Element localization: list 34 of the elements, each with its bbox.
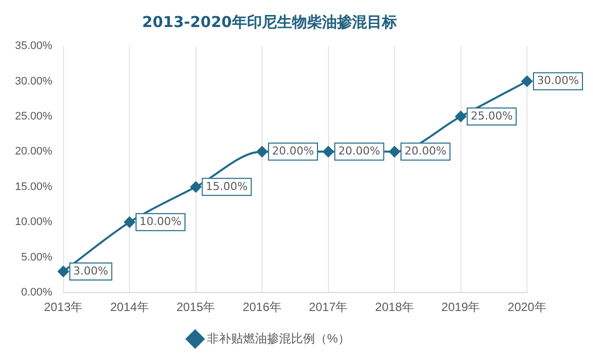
x-tick-label: 2018年 — [375, 300, 414, 314]
data-label: 3.00% — [73, 264, 108, 278]
point — [322, 146, 334, 158]
point — [455, 110, 466, 122]
data-label: 30.00% — [537, 74, 579, 88]
point — [58, 266, 69, 277]
data-label: 20.00% — [404, 144, 446, 158]
y-tick-label: 15.00% — [14, 180, 53, 193]
data-label: 20.00% — [338, 144, 380, 158]
legend-label: 非补贴燃油掺混比例（%） — [207, 331, 350, 346]
point — [190, 181, 202, 192]
data-label: 20.00% — [272, 144, 314, 158]
y-tick-label: 25.00% — [14, 110, 53, 122]
data-label: 25.00% — [470, 109, 513, 122]
x-tick-label: 2016年 — [242, 300, 282, 314]
x-tick-label: 2019年 — [441, 300, 480, 314]
y-tick-label: 20.00% — [14, 146, 53, 158]
data-label: 10.00% — [140, 215, 182, 228]
chart-title: 2013-2020年印尼生物柴油掺混目标 — [142, 12, 397, 31]
x-tick-label: 2014年 — [110, 300, 149, 314]
x-tick-label: 2015年 — [176, 300, 216, 314]
point — [256, 146, 268, 158]
data-label: 15.00% — [206, 180, 248, 193]
y-tick-label: 35.00% — [14, 40, 53, 52]
point — [389, 146, 400, 158]
y-tick-label: 5.00% — [21, 251, 53, 264]
y-tick-label: 30.00% — [14, 75, 53, 88]
x-tick-label: 2020年 — [508, 300, 546, 314]
y-tick-label: 0.00% — [21, 286, 53, 299]
point — [124, 216, 136, 228]
y-tick-label: 10.00% — [14, 216, 53, 228]
x-tick-label: 2013年 — [44, 300, 83, 314]
point — [522, 76, 532, 87]
x-tick-label: 2017年 — [308, 300, 348, 314]
